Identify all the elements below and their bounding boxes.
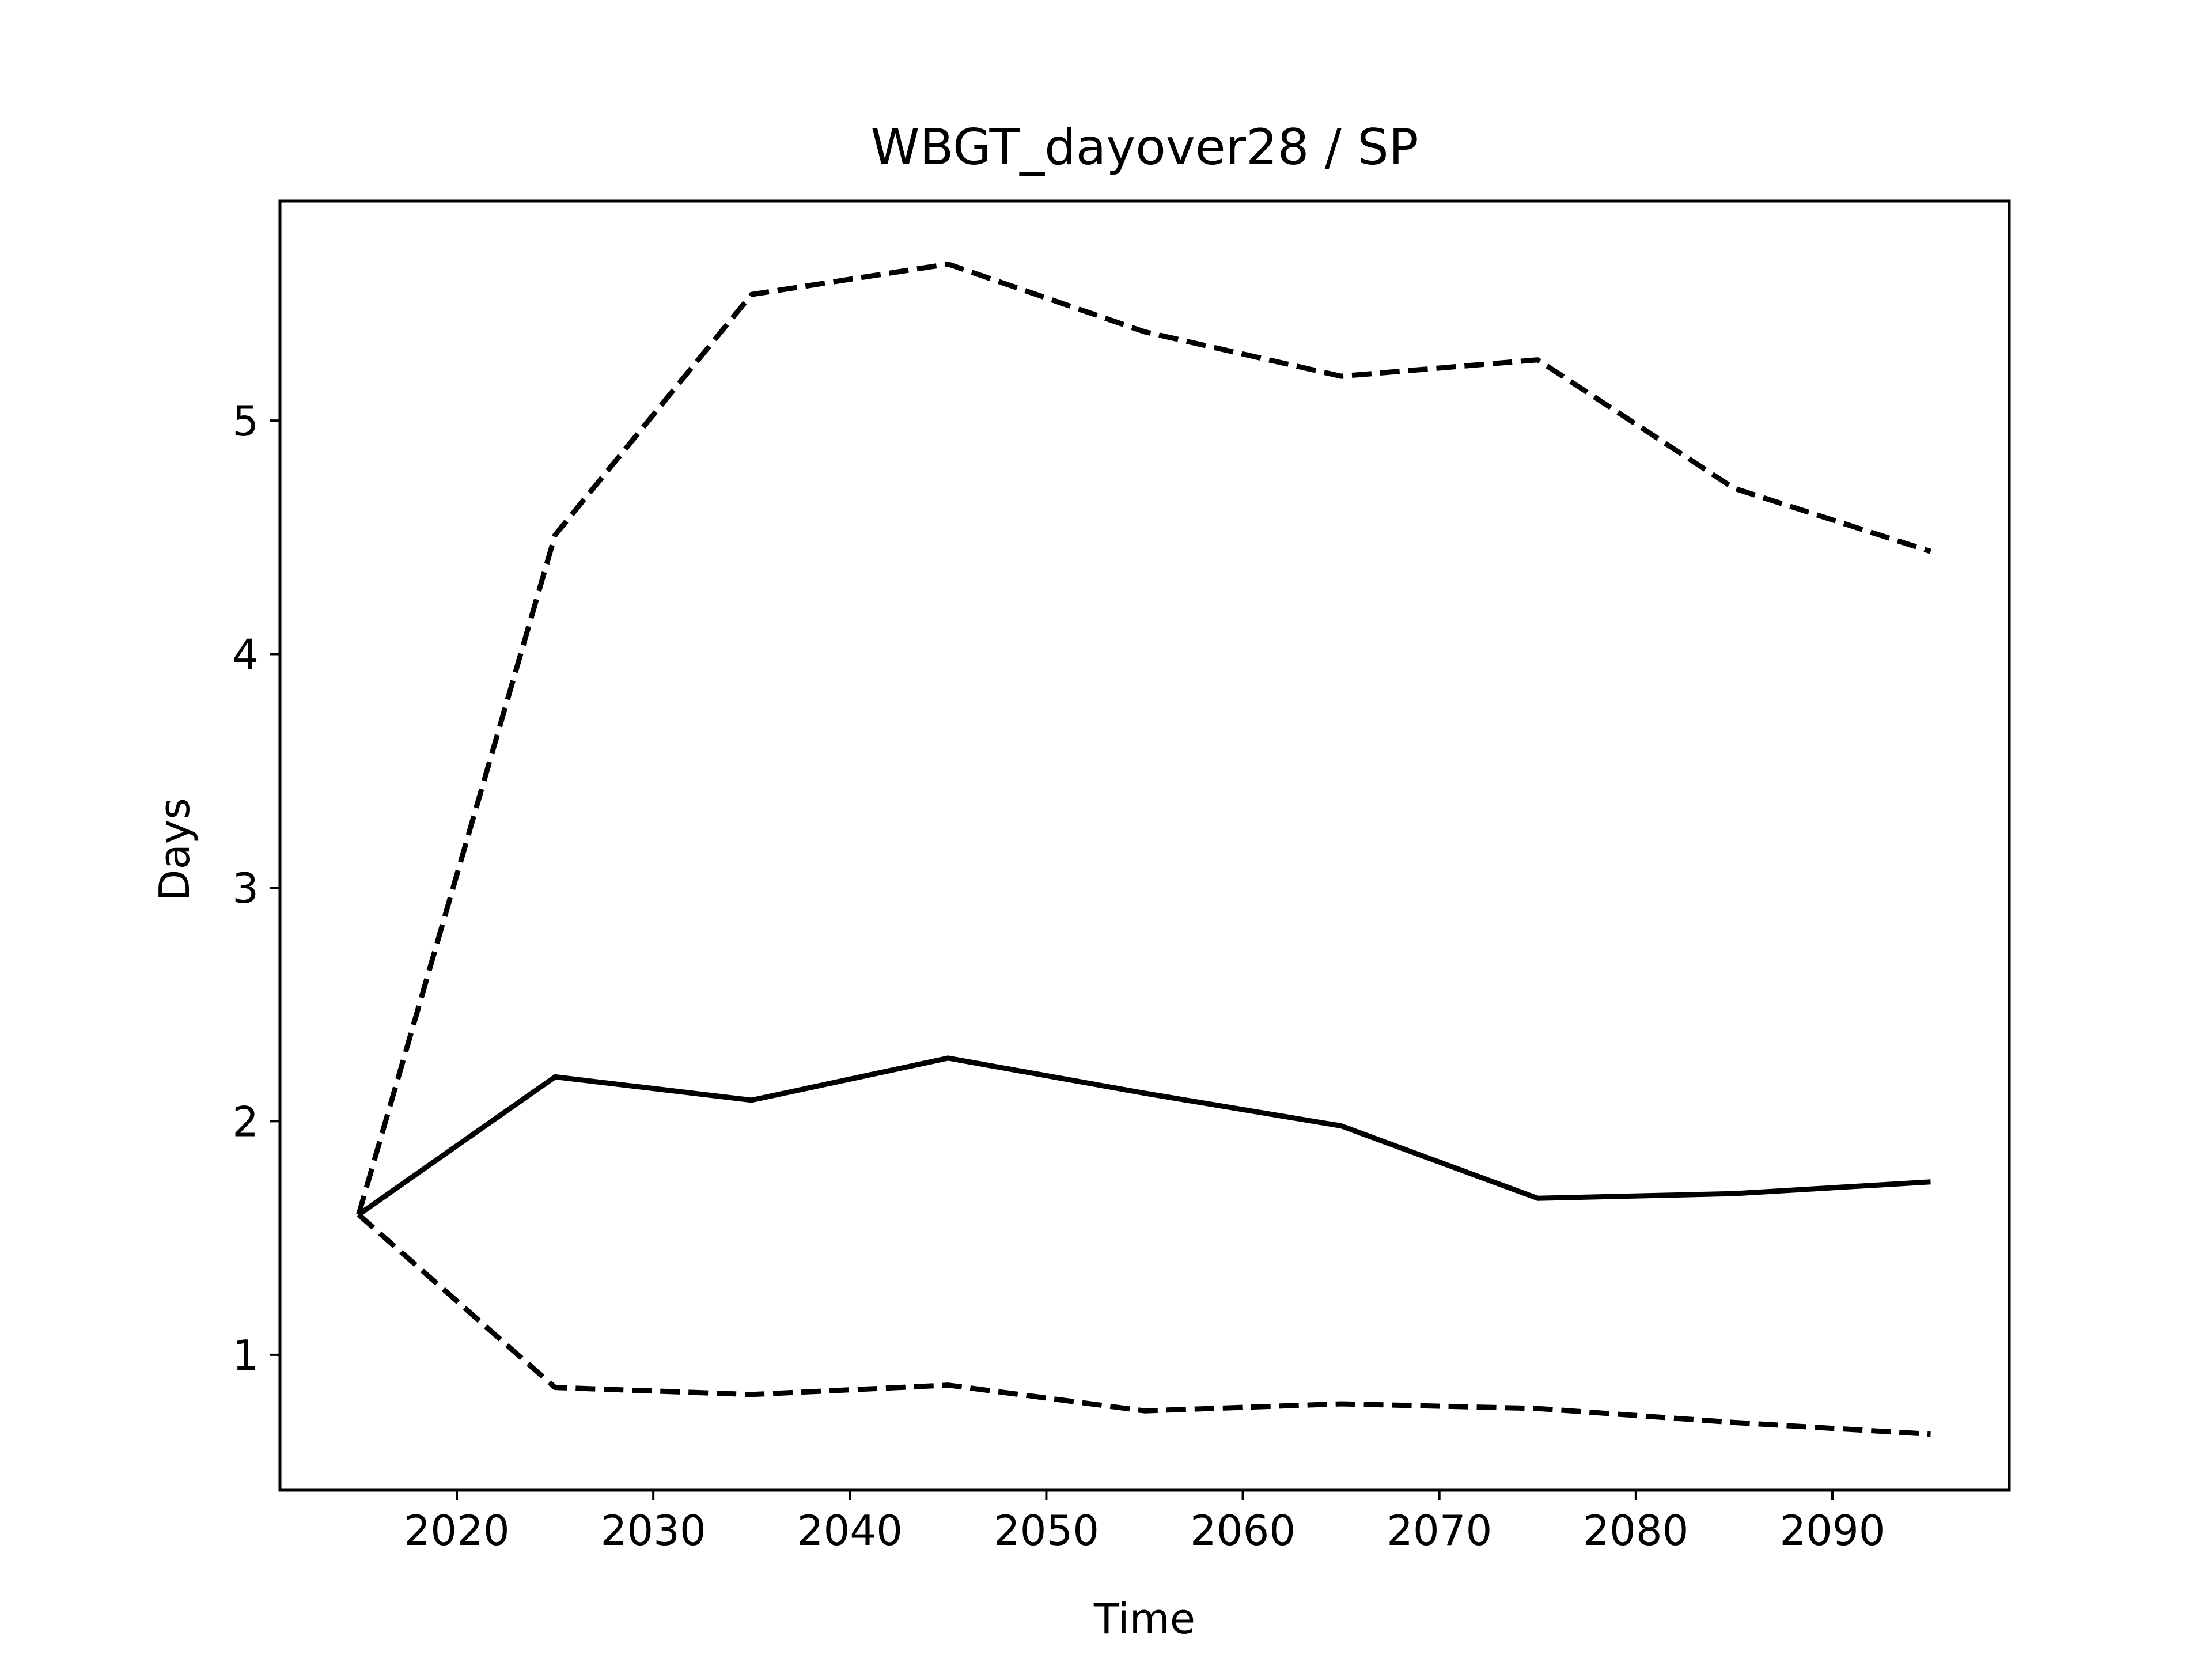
x-tick-label: 2090	[1779, 1506, 1885, 1555]
dashed-series-line-2	[357, 1213, 1931, 1437]
plot-frame	[278, 199, 2011, 1492]
y-tick-label: 2	[232, 1097, 259, 1146]
y-tick-label: 1	[232, 1331, 259, 1380]
y-axis: 1 2 3 4 5	[232, 397, 280, 1380]
x-axis: 2020 2030 2040 2050 2060 2070 2080 2090	[404, 1490, 1885, 1555]
x-tick-label: 2040	[797, 1506, 903, 1555]
y-tick-label: 4	[232, 631, 259, 679]
y-tick-label: 3	[232, 864, 259, 912]
x-tick-label: 2060	[1190, 1506, 1296, 1555]
dashed-series-line-0	[356, 262, 1931, 1215]
plot-area	[356, 262, 1931, 1437]
y-tick-label: 5	[232, 397, 259, 445]
x-tick-label: 2070	[1387, 1506, 1492, 1555]
x-tick-label: 2030	[601, 1506, 706, 1555]
x-tick-label: 2020	[404, 1506, 509, 1555]
chart-title: WBGT_dayover28 / SP	[870, 119, 1418, 176]
x-tick-label: 2080	[1583, 1506, 1688, 1555]
x-tick-label: 2050	[994, 1506, 1099, 1555]
solid-series-line-1	[357, 1055, 1931, 1217]
y-axis-label: Days	[150, 798, 199, 902]
x-axis-label: Time	[1093, 1594, 1195, 1643]
